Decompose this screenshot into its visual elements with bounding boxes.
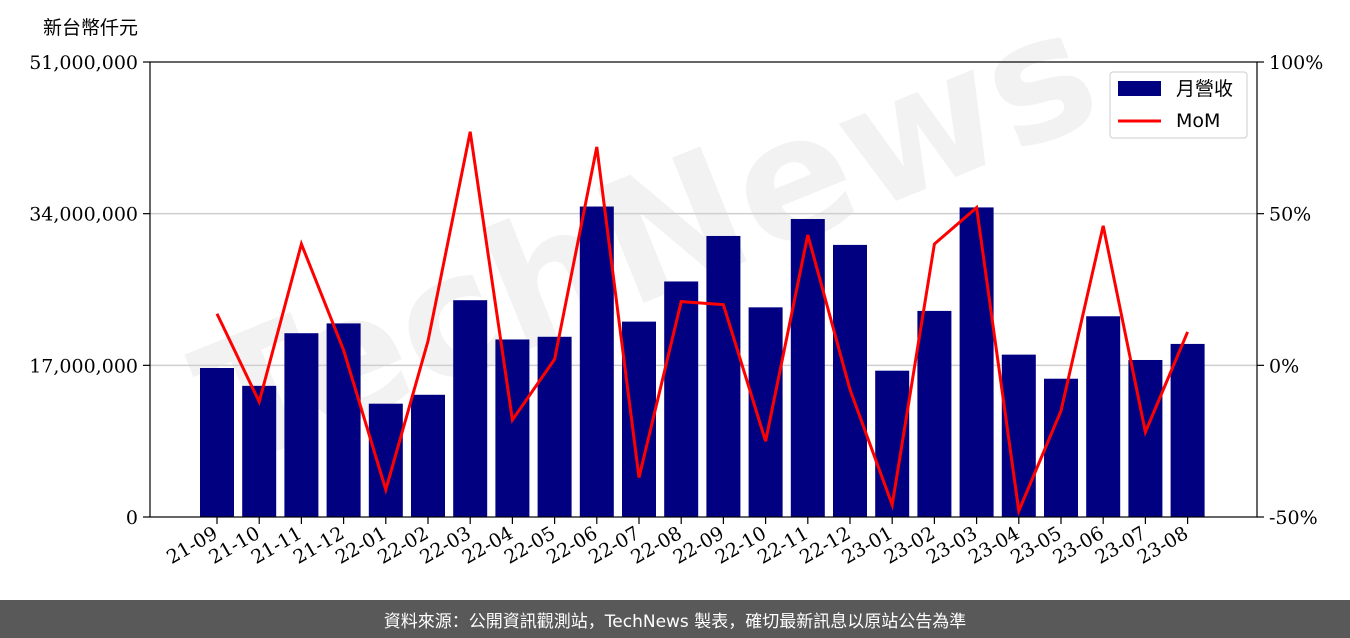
legend: 月營收 MoM [1109,71,1248,139]
revenue-bar [1086,316,1121,517]
revenue-bar [537,336,572,517]
revenue-bar [368,403,403,517]
mom-line-series [215,131,1189,517]
source-footer: 資料來源：公開資訊觀測站，TechNews 製表，確切最新訊息以原站公告為準 [0,600,1350,638]
y-left-tick-label: 0 [126,507,138,529]
revenue-bar [622,321,656,517]
y-right-tick-label: 100% [1269,52,1323,74]
y-left-tick-label: 34,000,000 [29,204,138,226]
y-right-tick-label: 0% [1269,355,1299,377]
y-axis-unit-label: 新台幣仟元 [43,17,138,39]
mom-line [215,131,1189,517]
y-right-tick-label: 50% [1269,204,1311,226]
revenue-bar [790,219,825,518]
revenue-bar [875,370,910,517]
revenue-bar [748,307,783,517]
revenue-bar [326,323,361,517]
revenue-bar [917,310,952,517]
revenue-bars [200,206,1205,518]
revenue-bar [579,206,614,517]
y-right-tick-label: -50% [1269,507,1318,529]
revenue-bar [200,368,234,517]
revenue-bar [453,300,488,517]
revenue-bar [284,333,319,517]
y-left-tick-label: 51,000,000 [29,52,138,74]
revenue-bar [242,385,277,517]
legend-label-revenue: 月營收 [1176,78,1233,100]
revenue-bar [1044,378,1078,517]
revenue-bar [833,244,867,517]
revenue-bar [959,207,994,517]
legend-label-mom: MoM [1176,110,1220,132]
plot-frame [149,61,1258,518]
revenue-chart: TechNews 新台幣仟元 017,000,00034,000,00051,0… [29,0,1323,569]
revenue-bar [411,394,445,517]
legend-swatch-revenue [1118,81,1161,96]
revenue-bar [706,235,741,517]
revenue-bar [664,281,699,517]
revenue-bar [1128,359,1163,517]
y-left-tick-label: 17,000,000 [29,355,138,377]
revenue-bar [495,339,530,517]
revenue-bar [1170,343,1205,517]
